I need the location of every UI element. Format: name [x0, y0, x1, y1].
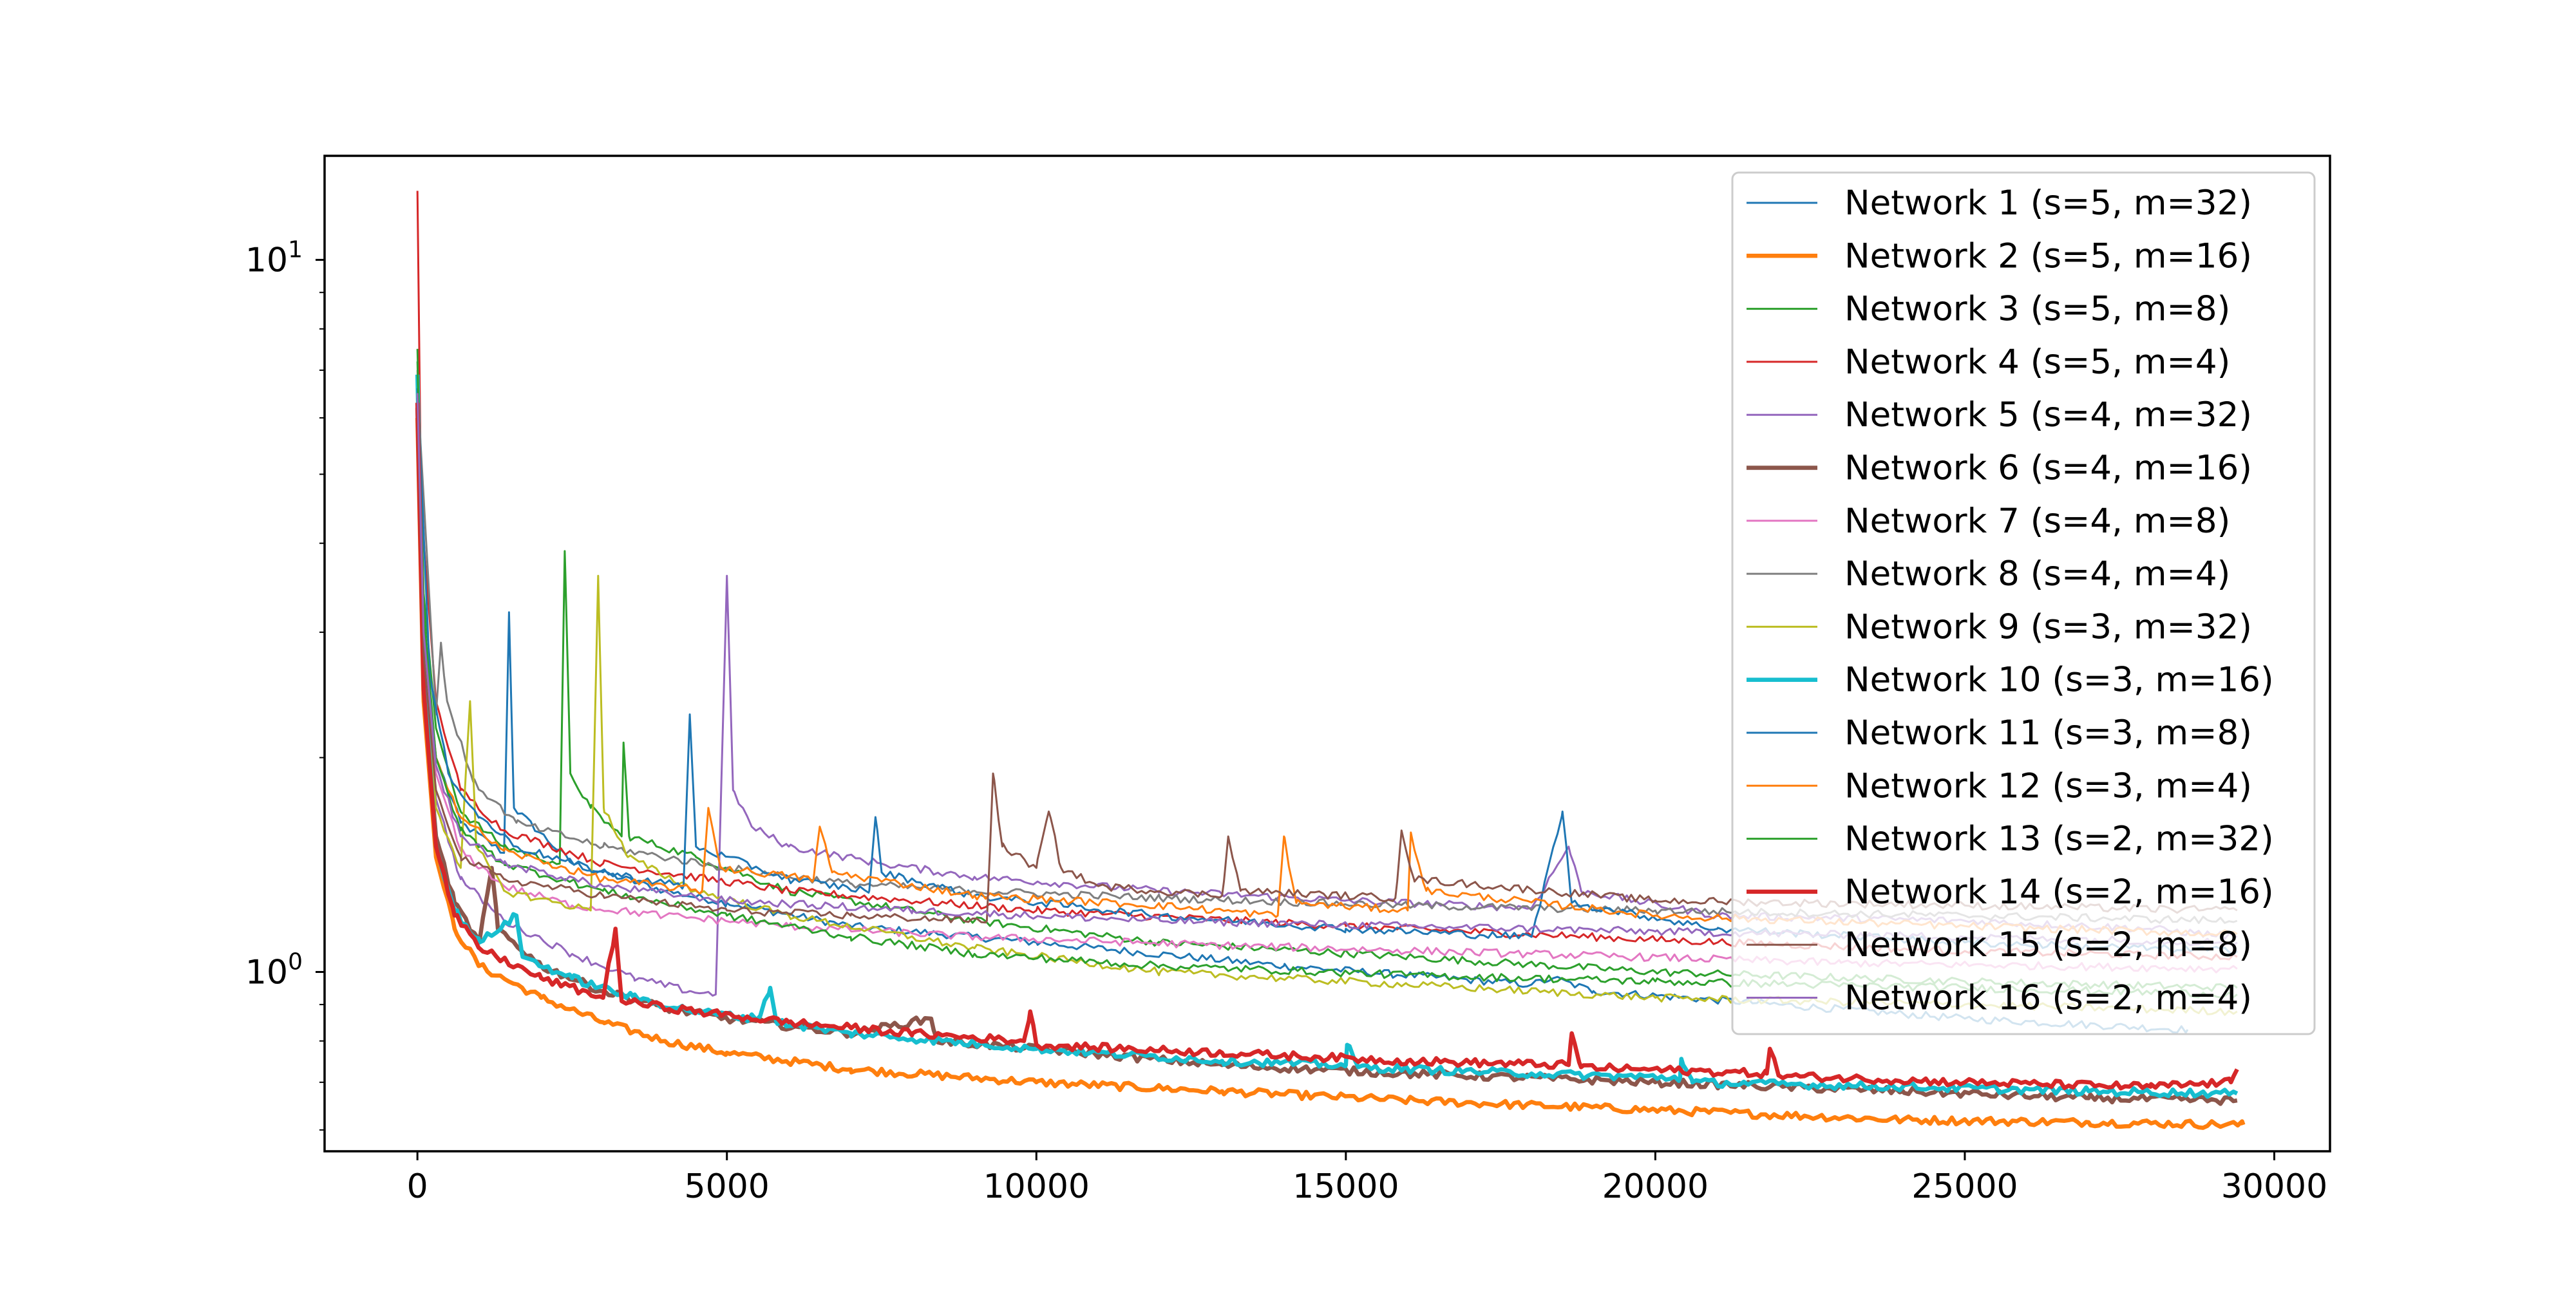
legend-label: Network 16 (s=2, m=4) — [1844, 979, 2252, 1018]
legend-label: Network 4 (s=5, m=4) — [1844, 343, 2230, 382]
legend-label: Network 9 (s=3, m=32) — [1844, 607, 2252, 646]
series-line-2 — [415, 417, 2246, 1130]
legend-label: Network 10 (s=3, m=16) — [1844, 661, 2274, 700]
x-tick-label: 25000 — [1911, 1167, 2018, 1206]
legend-label: Network 12 (s=3, m=4) — [1844, 766, 2252, 806]
legend-label: Network 3 (s=5, m=8) — [1844, 290, 2230, 329]
x-tick-label: 5000 — [685, 1167, 770, 1206]
axes-layer: 0 5000 10000 15000 20000 25000 30000 100 101 — [245, 155, 2331, 1206]
legend: Network 1 (s=5, m=32) Network 2 (s=5, m=1… — [1731, 171, 2316, 1035]
legend-label: Network 6 (s=4, m=16) — [1844, 449, 2252, 488]
legend-label: Network 7 (s=4, m=8) — [1844, 502, 2230, 541]
legend-box — [1731, 171, 2316, 1035]
legend-label: Network 1 (s=5, m=32) — [1844, 184, 2252, 223]
x-tick-label: 15000 — [1293, 1167, 1399, 1206]
legend-label: Network 5 (s=4, m=32) — [1844, 395, 2252, 435]
plot-frame — [323, 155, 2331, 1153]
x-tick-label: 0 — [407, 1167, 428, 1206]
x-tick-label: 10000 — [983, 1167, 1090, 1206]
legend-label: Network 11 (s=3, m=8) — [1844, 713, 2252, 753]
y-tick-label: 101 — [245, 237, 303, 280]
legend-label: Network 15 (s=2, m=8) — [1844, 925, 2252, 965]
x-tick-label: 30000 — [2221, 1167, 2327, 1206]
x-tick-label: 20000 — [1602, 1167, 1709, 1206]
y-tick-label: 100 — [245, 949, 303, 992]
legend-label: Network 2 (s=5, m=16) — [1844, 236, 2252, 276]
legend-label: Network 13 (s=2, m=32) — [1844, 820, 2274, 859]
legend-label: Network 14 (s=2, m=16) — [1844, 872, 2274, 912]
legend-label: Network 8 (s=4, m=4) — [1844, 554, 2230, 594]
series-line-14 — [415, 402, 2239, 1091]
